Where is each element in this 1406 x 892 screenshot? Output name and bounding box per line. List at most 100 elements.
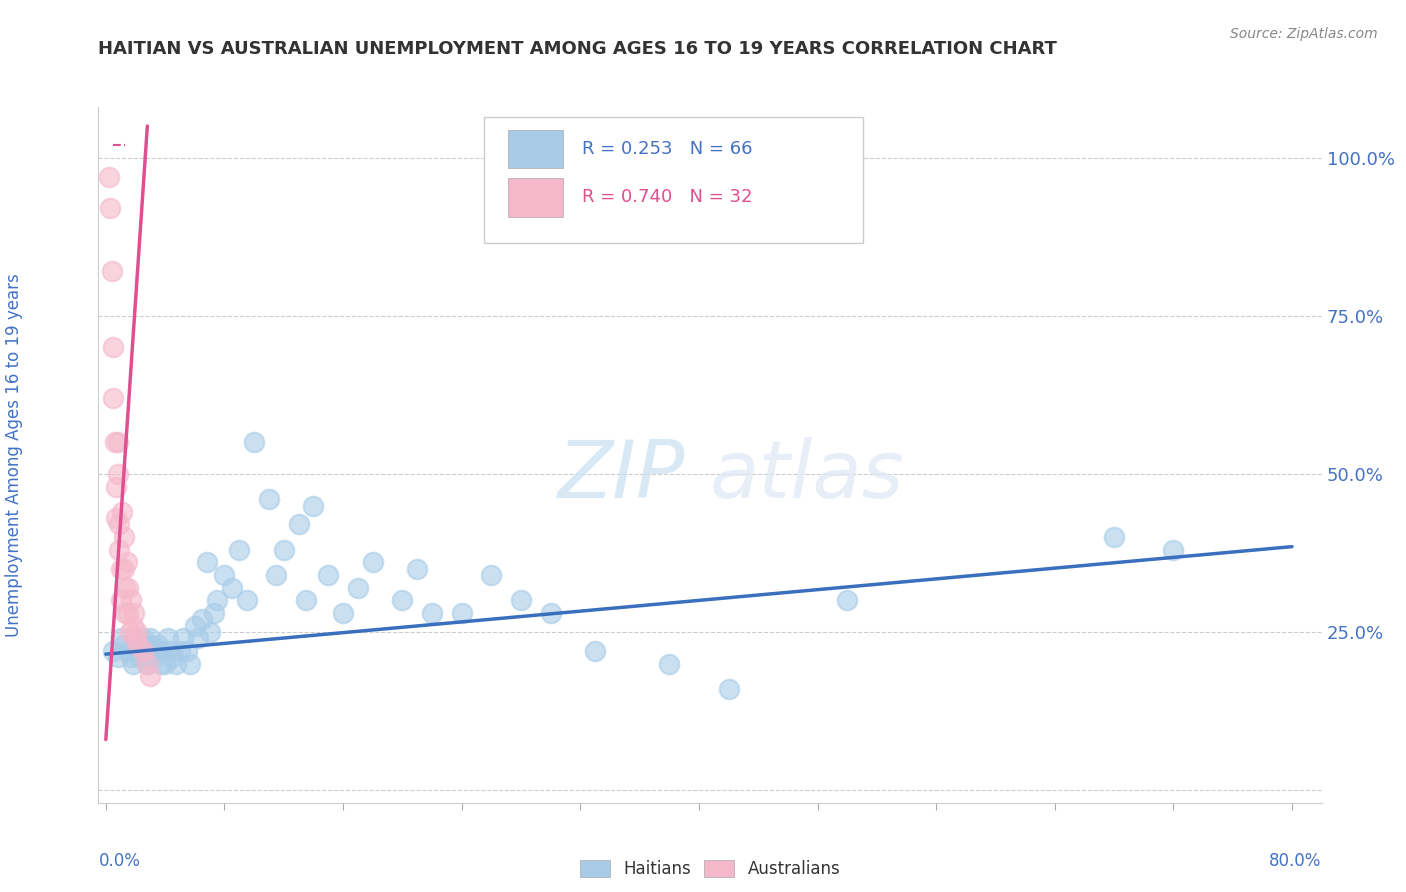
Text: Unemployment Among Ages 16 to 19 years: Unemployment Among Ages 16 to 19 years: [6, 273, 22, 637]
Haitians: [121, 657, 143, 671]
Haitians: [150, 644, 173, 658]
Haitians: [243, 435, 266, 450]
Haitians: [159, 644, 181, 658]
Australians: [97, 169, 120, 184]
Haitians: [221, 581, 243, 595]
Haitians: [1102, 530, 1125, 544]
Haitians: [540, 606, 562, 620]
Haitians: [717, 681, 740, 696]
Haitians: [195, 556, 218, 570]
Text: 0.0%: 0.0%: [98, 852, 141, 870]
Australians: [114, 606, 136, 620]
Haitians: [235, 593, 257, 607]
Haitians: [135, 644, 157, 658]
Australians: [105, 479, 128, 493]
Haitians: [837, 593, 859, 607]
Haitians: [198, 625, 221, 640]
Haitians: [187, 632, 209, 646]
Australians: [104, 435, 127, 450]
Haitians: [361, 556, 384, 570]
Australians: [115, 556, 138, 570]
Haitians: [146, 638, 169, 652]
Haitians: [172, 632, 194, 646]
Text: R = 0.740   N = 32: R = 0.740 N = 32: [582, 188, 752, 206]
Australians: [107, 435, 129, 450]
Australians: [108, 542, 131, 557]
Australians: [112, 530, 135, 544]
Text: 80.0%: 80.0%: [1270, 852, 1322, 870]
Australians: [127, 638, 149, 652]
Haitians: [391, 593, 413, 607]
Text: Source: ZipAtlas.com: Source: ZipAtlas.com: [1230, 27, 1378, 41]
Haitians: [136, 657, 159, 671]
Haitians: [214, 568, 236, 582]
Haitians: [179, 657, 201, 671]
Australians: [112, 562, 135, 576]
Haitians: [316, 568, 339, 582]
Haitians: [146, 644, 169, 658]
Australians: [111, 505, 134, 519]
Haitians: [450, 606, 472, 620]
Australians: [110, 562, 132, 576]
Haitians: [112, 638, 135, 652]
Haitians: [107, 650, 129, 665]
Haitians: [110, 632, 132, 646]
Haitians: [129, 650, 152, 665]
Australians: [124, 632, 146, 646]
Haitians: [153, 657, 176, 671]
Australians: [107, 467, 129, 481]
Haitians: [332, 606, 354, 620]
Haitians: [132, 638, 155, 652]
Australians: [139, 669, 162, 683]
Australians: [117, 606, 139, 620]
Text: atlas: atlas: [710, 437, 905, 515]
Australians: [117, 581, 139, 595]
Haitians: [406, 562, 429, 576]
Haitians: [228, 542, 250, 557]
Haitians: [162, 650, 184, 665]
Haitians: [510, 593, 533, 607]
Text: R = 0.253   N = 66: R = 0.253 N = 66: [582, 140, 752, 158]
Haitians: [205, 593, 228, 607]
Haitians: [287, 517, 309, 532]
Australians: [121, 618, 143, 632]
Haitians: [149, 657, 172, 671]
Australians: [108, 517, 131, 532]
Haitians: [273, 542, 295, 557]
Text: ZIP: ZIP: [558, 437, 686, 515]
Haitians: [191, 612, 214, 626]
Australians: [122, 606, 145, 620]
FancyBboxPatch shape: [484, 118, 863, 243]
Haitians: [347, 581, 370, 595]
Haitians: [1163, 542, 1185, 557]
Haitians: [157, 632, 180, 646]
Haitians: [124, 638, 146, 652]
Haitians: [169, 644, 191, 658]
Australians: [105, 511, 128, 525]
Australians: [120, 593, 142, 607]
Haitians: [295, 593, 318, 607]
Australians: [110, 593, 132, 607]
Australians: [103, 340, 125, 354]
Australians: [114, 581, 136, 595]
Australians: [125, 625, 148, 640]
Haitians: [139, 638, 162, 652]
Haitians: [139, 632, 162, 646]
Haitians: [583, 644, 606, 658]
Haitians: [302, 499, 325, 513]
Haitians: [202, 606, 225, 620]
Haitians: [142, 644, 165, 658]
Australians: [98, 201, 121, 215]
Text: HAITIAN VS AUSTRALIAN UNEMPLOYMENT AMONG AGES 16 TO 19 YEARS CORRELATION CHART: HAITIAN VS AUSTRALIAN UNEMPLOYMENT AMONG…: [98, 40, 1057, 58]
Haitians: [479, 568, 502, 582]
Haitians: [165, 657, 187, 671]
Australians: [118, 625, 141, 640]
Australians: [136, 657, 159, 671]
Haitians: [120, 650, 142, 665]
FancyBboxPatch shape: [508, 178, 564, 217]
FancyBboxPatch shape: [508, 129, 564, 168]
Haitians: [266, 568, 288, 582]
Haitians: [143, 650, 166, 665]
Haitians: [132, 632, 155, 646]
Australians: [103, 391, 125, 405]
